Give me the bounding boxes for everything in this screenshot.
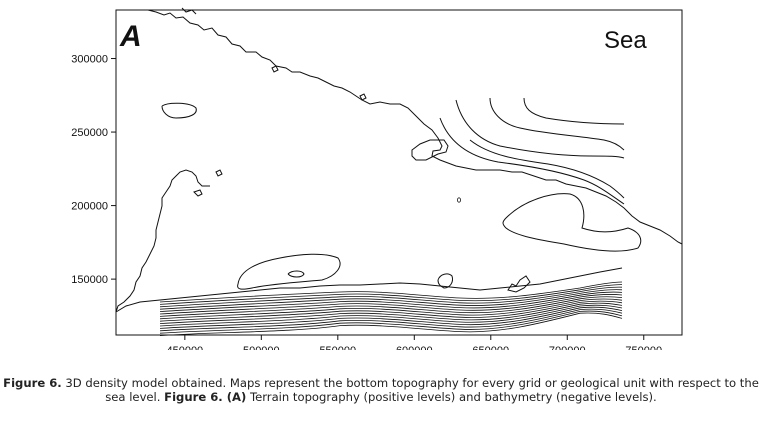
- contour-ne-1: [455, 99, 625, 159]
- bathymetry-contour-2: [159, 286, 623, 308]
- x-tick-label-3: 600000: [396, 345, 433, 350]
- bathymetry-contour-6: [159, 296, 623, 317]
- contour-map: 450000 500000 550000 600000 650000 700000 7500…: [71, 7, 683, 357]
- bathymetry-contour-10: [159, 304, 623, 327]
- bathymetry-contour-4: [159, 291, 623, 312]
- y-tick-label-3: 300000: [71, 54, 108, 66]
- bathymetry-contour-14: [159, 312, 623, 336]
- bathymetry-contour-7: [159, 298, 623, 320]
- x-axis: 450000 500000 550000 600000 650000 700000 7500…: [166, 335, 662, 357]
- west-coastline: [115, 169, 210, 313]
- island-3: [359, 93, 367, 101]
- caption-fig-label-2: Figure 6. (A): [164, 390, 247, 404]
- bathymetry-contour-13: [159, 310, 623, 334]
- x-tick-label-0: 450000: [166, 345, 203, 350]
- bathymetry-contour-5: [159, 294, 623, 315]
- x-tick-label-2: 550000: [319, 345, 356, 350]
- y-tick-label-0: 150000: [71, 274, 108, 286]
- bathymetry-contour-band: [159, 281, 623, 336]
- contour-dot: [456, 197, 461, 203]
- figure-caption: Figure 6. 3D density model obtained. Map…: [0, 376, 762, 404]
- bathymetry-contour-9: [159, 302, 623, 324]
- plot-frame: [115, 9, 683, 336]
- panel-title: Sea: [604, 27, 647, 54]
- x-tick-label-5: 700000: [549, 345, 586, 350]
- contour-loop-small: [287, 270, 305, 278]
- contour-loop-west: [161, 102, 197, 119]
- south-coastline: [115, 267, 623, 313]
- x-tick-label-6: 750000: [625, 345, 662, 350]
- contour-ne-4: [439, 117, 625, 205]
- x-tick-label-1: 500000: [243, 345, 280, 350]
- contour-ne-3: [523, 97, 625, 125]
- bathymetry-contour-3: [159, 289, 623, 310]
- caption-fig-label-1: Figure 6.: [3, 376, 62, 390]
- panel-letter: A: [119, 20, 142, 53]
- island-6: [215, 169, 223, 177]
- x-tick-label-4: 650000: [472, 345, 509, 350]
- island-5: [193, 189, 203, 197]
- y-axis: 150000 200000 250000 300000: [71, 54, 116, 286]
- bathymetry-contour-11: [159, 306, 623, 329]
- north-coastline: [147, 9, 683, 245]
- island-4: [411, 139, 449, 161]
- y-tick-label-2: 250000: [71, 127, 108, 139]
- caption-text-2: Terrain topography (positive levels) and…: [246, 390, 657, 404]
- contour-loop-islet: [437, 273, 453, 289]
- island-2: [271, 65, 279, 73]
- contour-loop-east: [502, 193, 642, 252]
- contour-loop-central: [237, 253, 341, 290]
- coast-detail: [507, 275, 531, 293]
- figure-panel-a: 450000 500000 550000 600000 650000 700000 7500…: [71, 7, 683, 357]
- caption-text-1: 3D density model obtained. Maps represen…: [61, 376, 759, 404]
- bathymetry-contour-12: [159, 308, 623, 332]
- contour-ne-5: [469, 139, 625, 199]
- bathymetry-contour-0: [159, 281, 623, 303]
- y-tick-label-1: 200000: [71, 201, 108, 213]
- contour-ne-2: [489, 97, 625, 151]
- bathymetry-contour-1: [159, 284, 623, 305]
- bathymetry-contour-8: [159, 300, 623, 322]
- island-1: [181, 7, 197, 15]
